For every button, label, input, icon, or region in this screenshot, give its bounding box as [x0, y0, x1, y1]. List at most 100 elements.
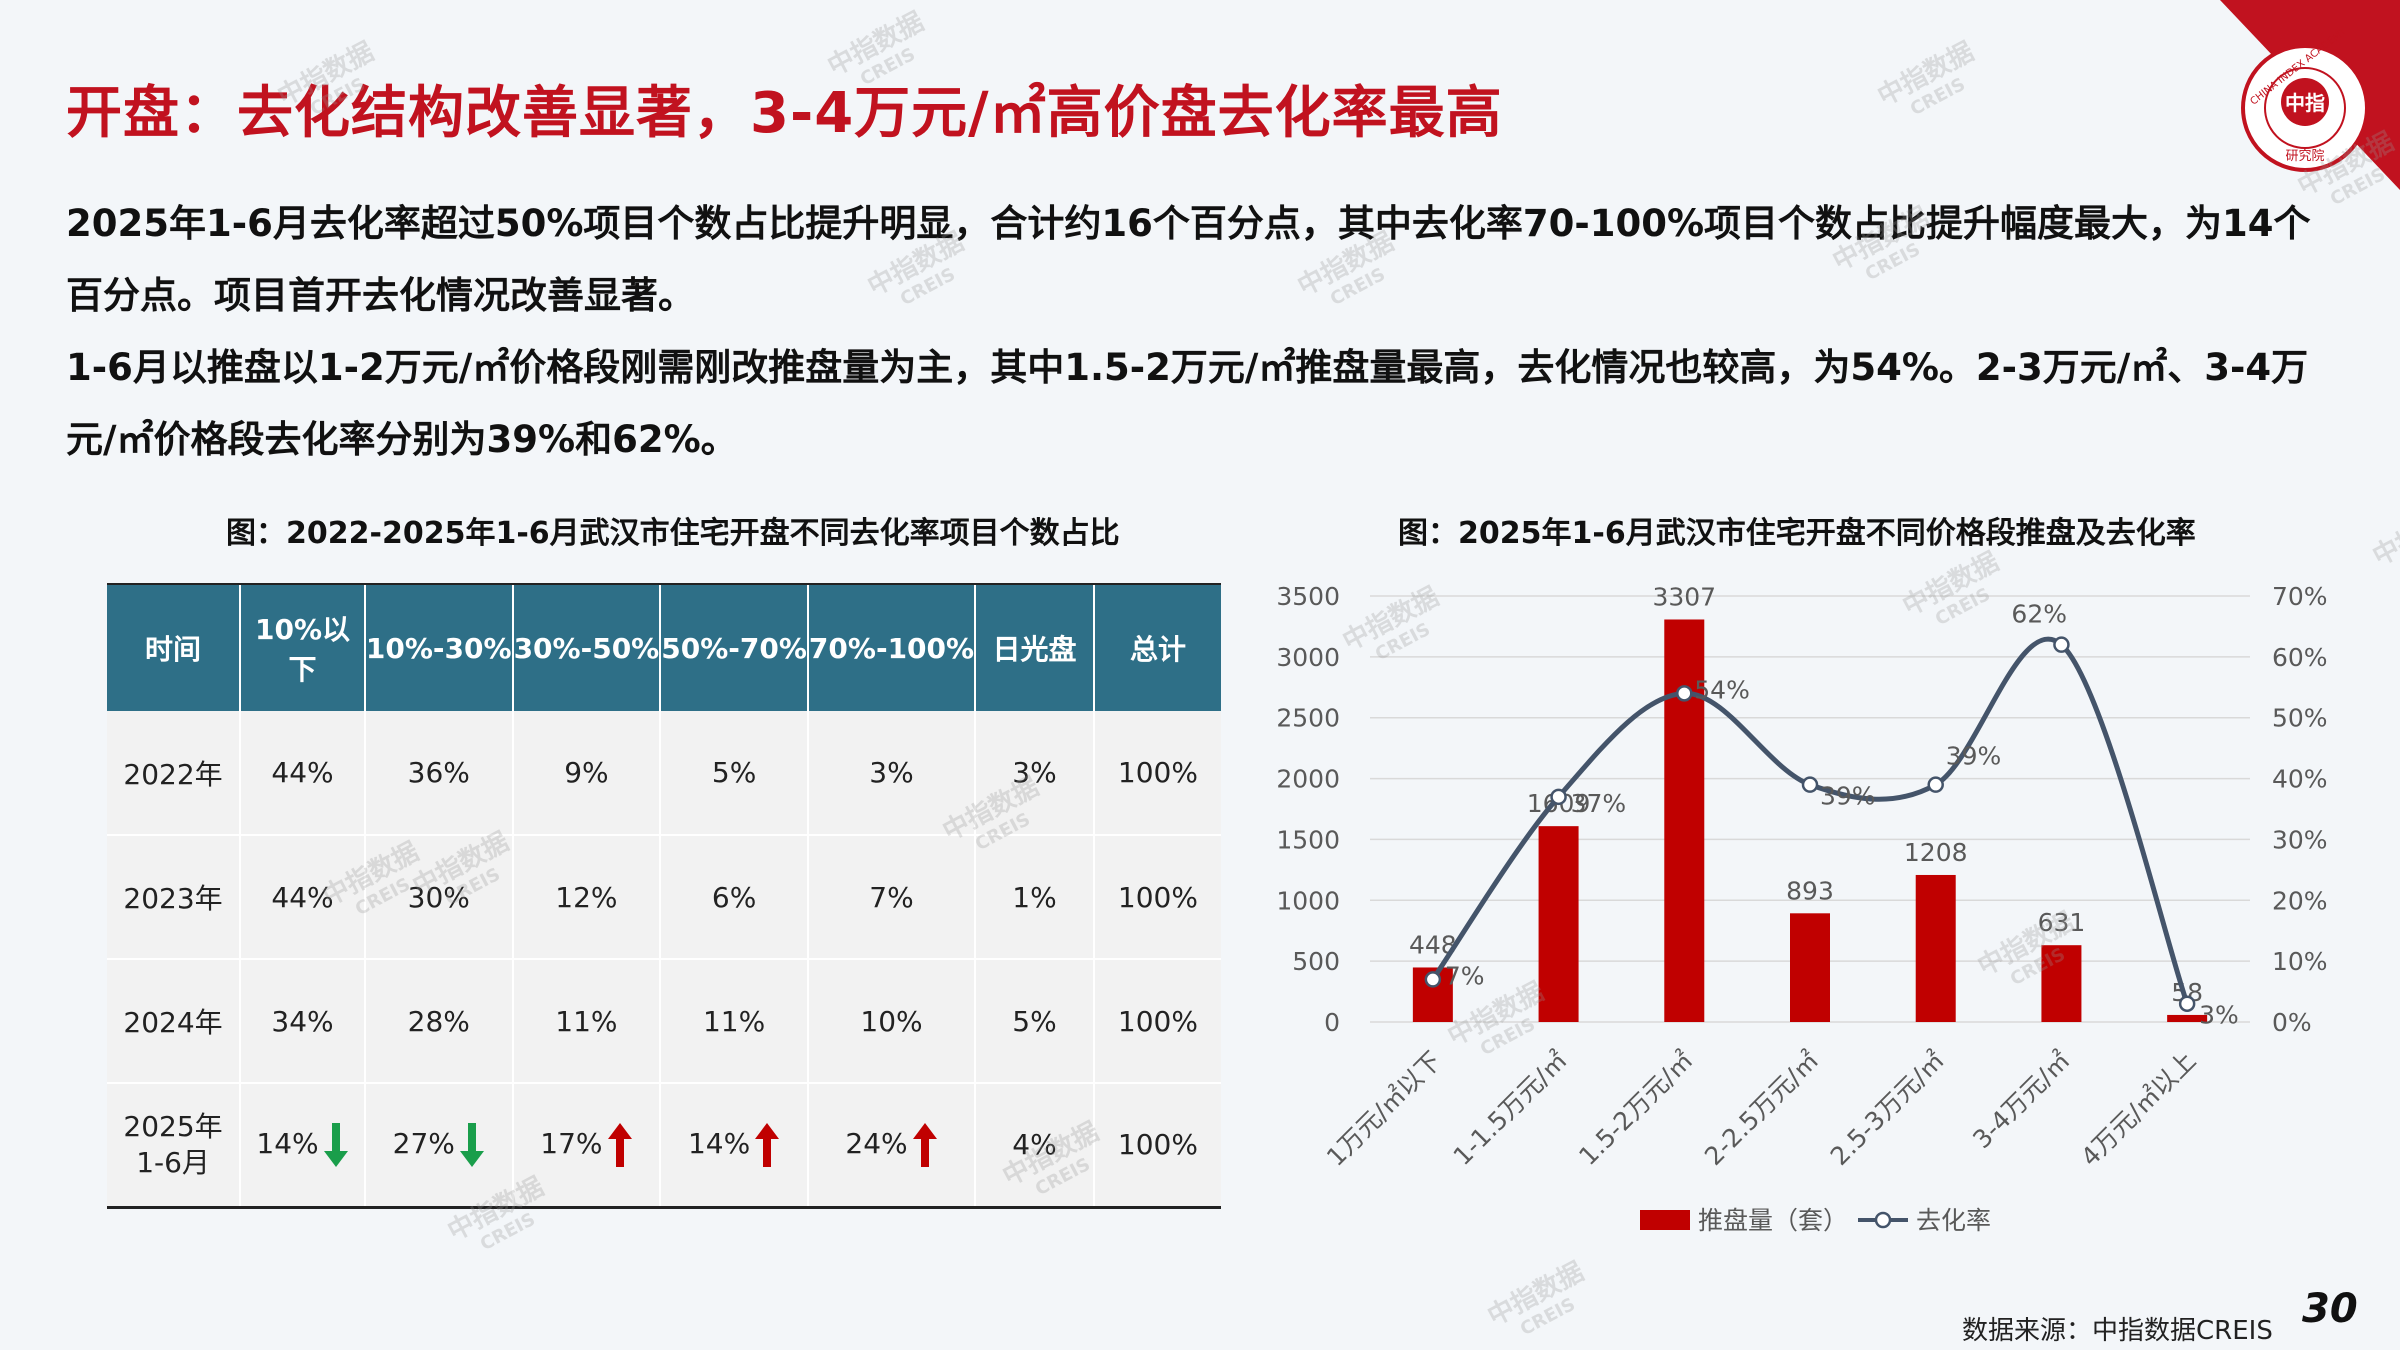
y-left-tick-label: 0: [1324, 1008, 1340, 1037]
row-label-cell: 2025年1-6月: [107, 1083, 241, 1209]
chart-title: 图：2025年1-6月武汉市住宅开盘不同价格段推盘及去化率: [1398, 516, 2196, 551]
cell-value: 6%: [711, 880, 757, 914]
cell-value: 7%: [869, 880, 914, 914]
cell-value: 36%: [407, 756, 470, 789]
header-cell: 时间: [107, 585, 241, 711]
cell-value: 17%: [540, 1126, 603, 1160]
y-right-tick-label: 40%: [2272, 765, 2328, 794]
cell-value: 4%: [1012, 1128, 1057, 1162]
y-left-tick-label: 1000: [1276, 886, 1340, 915]
bar-value-label: 631: [2038, 908, 2086, 937]
legend-line-marker: [1874, 1211, 1892, 1229]
cell-value: 2023年: [123, 882, 223, 915]
cell-value: 28%: [407, 1004, 470, 1038]
table-cell: 10%: [806, 959, 976, 1084]
y-right-tick-label: 70%: [2272, 582, 2328, 611]
down-arrow-icon: [323, 1122, 348, 1167]
x-tick-label: 2-2.5万元/㎡: [1699, 1046, 1824, 1171]
y-right-tick-label: 20%: [2272, 886, 2328, 915]
line-value-label: 62%: [2011, 600, 2067, 629]
table-top-rule: [107, 583, 1221, 586]
line-point: [1424, 971, 1442, 988]
x-tick-label: 1-1.5万元/㎡: [1448, 1046, 1573, 1171]
cell-value: 9%: [564, 756, 609, 789]
cell-value: 27%: [392, 1126, 455, 1160]
cell-value: 100%: [1117, 880, 1198, 914]
cell-value: 14%: [256, 1126, 319, 1160]
table-cell: 11%: [511, 959, 661, 1084]
y-right-tick-label: 10%: [2272, 947, 2328, 976]
table-cell: 12%: [511, 835, 661, 960]
table-cell: 3%: [974, 711, 1094, 836]
body-text: 2025年1-6月去化率超过50%项目个数占比提升明显，合计约16个百分点，其中…: [66, 188, 2346, 476]
line-value-label: 39%: [1820, 782, 1876, 811]
up-arrow-icon: [912, 1122, 937, 1167]
table-cell: 11%: [659, 959, 808, 1084]
bar: [1790, 913, 1830, 1022]
table-cell: 9%: [511, 711, 661, 836]
cell-value: 14%: [687, 1126, 751, 1160]
table-row: 2022年 44% 36% 9% 5% 3% 3% 100%: [107, 711, 1221, 836]
cell-value: 30%: [407, 880, 470, 914]
cell-value: 44%: [271, 880, 334, 914]
table-cell: 28%: [363, 959, 513, 1084]
legend-line-label: 去化率: [1916, 1206, 1991, 1235]
cell-value: 34%: [271, 1004, 334, 1038]
header-cell: 日光盘: [974, 585, 1094, 711]
cell-value: 12%: [555, 880, 618, 914]
row-label-cell: 2022年: [107, 711, 241, 836]
table-row: 2025年1-6月 14% 27% 17% 14% 24% 4% 100%: [107, 1083, 1221, 1209]
header-cell: 10%-30%: [363, 585, 513, 711]
cell-value: 3%: [869, 756, 914, 789]
y-right-tick-label: 0%: [2272, 1008, 2312, 1037]
row-label-cell: 2024年: [107, 959, 241, 1084]
header-cell: 30%-50%: [511, 585, 661, 711]
y-left-tick-label: 1500: [1276, 825, 1340, 854]
cell-value: 11%: [702, 1004, 766, 1038]
cell-value: 100%: [1117, 756, 1198, 789]
line-point: [2053, 636, 2070, 653]
table-cell: 5%: [974, 959, 1094, 1084]
table-cell: 36%: [363, 711, 513, 836]
slide-title: 开盘：去化结构改善显著，3-4万元/㎡高价盘去化率最高: [66, 81, 1503, 146]
cell-value: 2025年1-6月: [123, 1109, 223, 1179]
cell-value: 100%: [1117, 1128, 1198, 1162]
table-cell: 1%: [974, 835, 1094, 960]
table-cell: 100%: [1092, 959, 1221, 1084]
table-header-row: 时间 10%以下 10%-30% 30%-50% 50%-70% 70%-100…: [107, 585, 1221, 711]
table-cell: 6%: [659, 835, 808, 960]
x-tick-label: 1.5-2万元/㎡: [1573, 1046, 1698, 1171]
line-point: [1801, 776, 1819, 793]
bar-value-label: 893: [1786, 876, 1834, 905]
y-right-tick-label: 60%: [2272, 643, 2328, 672]
table-caption: 图：2022-2025年1-6月武汉市住宅开盘不同去化率项目个数占比: [226, 516, 1120, 551]
y-right-tick-label: 30%: [2272, 825, 2328, 854]
bar: [2167, 1014, 2208, 1022]
paragraph-2: 1-6月以推盘以1-2万元/㎡价格段刚需刚改推盘量为主，其中1.5-2万元/㎡推…: [66, 346, 2309, 461]
cell-value: 2022年: [123, 757, 223, 791]
line-value-label: 3%: [2199, 1001, 2239, 1030]
header-cell: 50%-70%: [659, 585, 808, 711]
line-value-label: 37%: [1571, 789, 1627, 818]
table-cell: 3%: [806, 711, 976, 836]
brand-logo: 中指 研究院 CHINA INDEX ACADEMY: [2220, 0, 2400, 190]
cell-value: 2024年: [123, 1006, 223, 1039]
bar: [2041, 945, 2082, 1022]
logo-sub-text: 研究院: [2285, 149, 2324, 164]
x-tick-label: 4万元/㎡以上: [2075, 1046, 2201, 1172]
table-cell: 44%: [239, 835, 365, 960]
absorption-table: 时间 10%以下 10%-30% 30%-50% 50%-70% 70%-100…: [107, 585, 1221, 1209]
table-row: 2023年 44% 30% 12% 6% 7% 1% 100%: [107, 835, 1221, 960]
bar-value-label: 3307: [1652, 582, 1716, 611]
cell-value: 3%: [1012, 756, 1057, 789]
line-point: [1927, 776, 1944, 793]
paragraph-1: 2025年1-6月去化率超过50%项目个数占比提升明显，合计约16个百分点，其中…: [66, 202, 2311, 317]
line-value-label: 39%: [1946, 742, 2002, 771]
line-value-label: 7%: [1445, 961, 1485, 990]
x-tick-label: 3-4万元/㎡: [1967, 1046, 2075, 1154]
down-arrow-icon: [459, 1122, 484, 1167]
table-cell: 44%: [239, 711, 365, 836]
line-point: [1550, 788, 1567, 806]
line-point: [1676, 685, 1693, 702]
